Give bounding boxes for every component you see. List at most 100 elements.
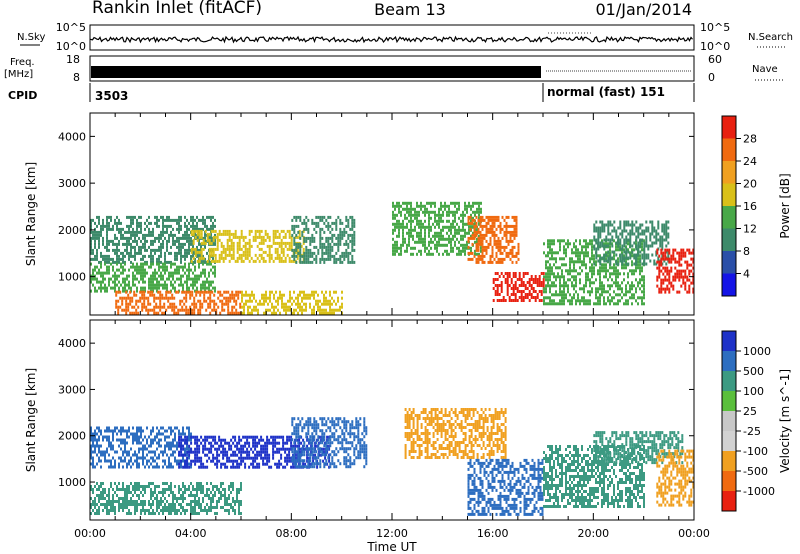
echo-cell-4 xyxy=(305,239,308,243)
echo-cell-3 xyxy=(270,256,273,260)
echo-cell-2 xyxy=(221,302,224,306)
echo-cell-0 xyxy=(110,465,112,469)
echo-cell-4 xyxy=(337,233,340,237)
echo-cell-3 xyxy=(214,229,217,233)
echo-cell-2 xyxy=(197,308,200,312)
echo-cell-9 xyxy=(579,281,581,285)
echo-cell-10 xyxy=(625,229,628,233)
echo-cell-10 xyxy=(611,238,614,242)
echo-cell-7 xyxy=(481,215,484,219)
echo-cell-7 xyxy=(467,221,470,225)
echo-cell-0 xyxy=(146,426,148,430)
echo-cell-6 xyxy=(392,228,394,232)
echo-cell-3 xyxy=(284,232,287,236)
echo-cell-1 xyxy=(264,456,267,460)
echo-cell-3 xyxy=(204,229,207,233)
echo-cell-2 xyxy=(159,293,162,297)
echo-cell-9 xyxy=(581,269,583,273)
echo-cell-2 xyxy=(153,299,156,303)
echo-cell-11 xyxy=(662,287,665,291)
echo-cell-7 xyxy=(515,230,518,234)
echo-cell-6 xyxy=(410,222,412,226)
echo-cell-1 xyxy=(188,465,191,469)
echo-cell-2 xyxy=(117,299,120,303)
echo-cell-9 xyxy=(585,251,587,255)
echo-cell-6 xyxy=(458,249,460,253)
echo-cell-9 xyxy=(587,299,589,303)
echo-cell-3 xyxy=(260,256,263,260)
echo-cell-5 xyxy=(283,302,285,306)
echo-cell-6 xyxy=(400,252,402,256)
echo-cell-1 xyxy=(100,286,102,290)
echo-cell-5 xyxy=(267,296,269,300)
echo-cell-5 xyxy=(317,305,319,309)
echo-cell-8 xyxy=(510,281,513,284)
echo-cell-9 xyxy=(593,260,595,264)
echo-cell-11 xyxy=(686,290,689,294)
echo-cell-2 xyxy=(209,302,212,306)
echo-cell-4 xyxy=(339,221,342,225)
echo-cell-0 xyxy=(140,441,142,445)
echo-cell-8 xyxy=(540,293,543,296)
echo-cell-2 xyxy=(179,302,182,306)
echo-cell-10 xyxy=(655,229,658,233)
echo-cell-10 xyxy=(665,226,668,230)
echo-cell-0 xyxy=(172,429,174,433)
echo-cell-5 xyxy=(273,305,275,309)
echo-cell-1 xyxy=(230,465,233,469)
echo-cell-5 xyxy=(309,305,311,309)
echo-cell-9 xyxy=(565,242,567,246)
echo-cell-3 xyxy=(242,238,245,242)
echo-cell-3 xyxy=(276,253,279,257)
echo-cell-2 xyxy=(185,308,188,312)
echo-cell-0 xyxy=(170,224,172,228)
echo-cell-9 xyxy=(605,251,607,255)
echo-cell-7 xyxy=(493,233,496,237)
echo-cell-0 xyxy=(184,242,186,246)
echo-cell-8 xyxy=(510,293,513,296)
echo-cell-3 xyxy=(220,250,223,254)
echo-cell-8 xyxy=(534,296,537,299)
echo-cell-0 xyxy=(158,257,160,261)
echo-cell-7 xyxy=(475,221,478,225)
echo-cell-4 xyxy=(347,245,350,249)
echo-cell-6 xyxy=(462,210,464,214)
echo-cell-0 xyxy=(150,242,152,246)
echo-cell-7 xyxy=(517,257,520,261)
echo-cell-2 xyxy=(153,311,156,315)
echo-cell-0 xyxy=(102,218,104,222)
echo-cell-11 xyxy=(668,257,671,261)
echo-cell-6 xyxy=(420,249,422,253)
echo-cell-1 xyxy=(292,453,295,457)
echo-cell-11 xyxy=(686,266,689,270)
echo-cell-1 xyxy=(182,274,184,278)
echo-cell-6 xyxy=(410,246,412,250)
echo-cell-2 xyxy=(219,299,222,303)
echo-cell-1 xyxy=(150,286,152,290)
echo-cell-8 xyxy=(528,284,531,287)
echo-cell-8 xyxy=(520,284,523,287)
echo-cell-2 xyxy=(185,311,188,315)
echo-cell-0 xyxy=(106,245,108,249)
echo-cell-2 xyxy=(231,296,234,300)
echo-cell-11 xyxy=(688,269,691,273)
echo-cell-0 xyxy=(128,435,130,439)
echo-cell-5 xyxy=(321,308,323,312)
echo-cell-4 xyxy=(347,260,350,264)
echo-cell-0 xyxy=(194,218,196,222)
echo-cell-1 xyxy=(290,465,293,469)
echo-cell-6 xyxy=(452,249,454,253)
echo-cell-4 xyxy=(335,218,338,222)
echo-cell-4 xyxy=(315,254,318,258)
echo-cell-0 xyxy=(146,441,148,445)
echo-cell-0 xyxy=(150,251,152,255)
echo-cell-6 xyxy=(436,222,438,226)
echo-cell-6 xyxy=(400,213,402,217)
echo-cell-0 xyxy=(178,245,180,249)
echo-cell-4 xyxy=(339,260,342,264)
echo-cell-10 xyxy=(625,256,628,260)
echo-cell-6 xyxy=(440,201,442,205)
echo-cell-6 xyxy=(408,219,410,223)
echo-cell-3 xyxy=(276,256,279,260)
echo-cell-1 xyxy=(204,271,206,275)
